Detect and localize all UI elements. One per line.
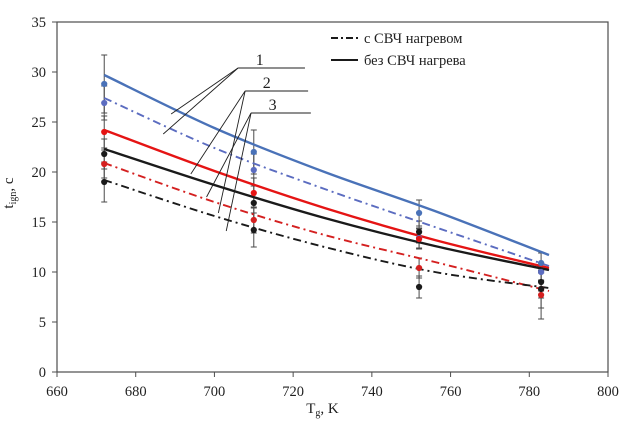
data-point-3-dashdot [250, 226, 257, 234]
data-point-3-dashdot [537, 285, 545, 293]
data-point-2-dashdot [101, 160, 108, 168]
plot-frame [56, 21, 609, 373]
data-point-3-solid [250, 199, 257, 207]
y-tick-label: 25 [32, 115, 47, 131]
annotation-leader-line [206, 112, 252, 198]
x-tick-label: 800 [597, 384, 619, 400]
annotation-leader-line [190, 90, 246, 175]
curve-1-dashdot [103, 97, 550, 267]
data-point-2-dashdot [537, 291, 545, 299]
data-point-2-dashdot [250, 216, 257, 224]
data-point-1-dashdot [101, 99, 108, 107]
y-tick-label: 15 [32, 215, 47, 231]
data-point-2-dashdot [415, 264, 423, 272]
legend-label: с СВЧ нагревом [364, 31, 462, 47]
x-tick-label: 740 [361, 384, 383, 400]
data-point-1-solid [537, 259, 545, 267]
legend: с СВЧ нагревом без СВЧ нагрева [331, 31, 466, 69]
x-tick-label: 760 [440, 384, 462, 400]
axes: 660 680 700 720 740 760 780 800 0 5 10 15 20 25 30 35 [32, 15, 619, 400]
y-axis-title: tign, c [1, 177, 19, 208]
curve-2-dashdot [103, 162, 550, 292]
legend-label: без СВЧ нагрева [364, 53, 466, 69]
data-point-1-solid [415, 209, 423, 217]
data-point-2-solid [250, 189, 257, 197]
x-tick-label: 680 [125, 384, 147, 400]
y-tick-label: 0 [39, 365, 46, 381]
y-tick-label: 30 [32, 65, 47, 81]
data-point-1-dashdot [537, 268, 545, 276]
annotation-leader-line [170, 67, 239, 115]
x-tick-label: 660 [46, 384, 68, 400]
x-tick-label: 700 [204, 384, 226, 400]
curve-2-solid [103, 128, 550, 270]
x-tick-label: 720 [282, 384, 304, 400]
data-point-3-dashdot [101, 178, 108, 186]
annotation-number: 1 [256, 52, 264, 69]
annotation-number: 2 [263, 75, 271, 92]
x-axis-title: Tg, K [306, 401, 339, 419]
y-tick-label: 20 [32, 165, 47, 181]
data-point-1-solid [250, 148, 257, 156]
annotations: 1 2 3 [162, 52, 311, 232]
error-bars [101, 54, 545, 320]
data-point-3-solid [537, 278, 545, 286]
data-point-1-solid [101, 80, 108, 88]
annotation-leader-line [162, 67, 239, 135]
curves [103, 73, 550, 292]
annotation-number: 3 [269, 97, 277, 114]
data-point-3-solid [101, 150, 108, 158]
y-tick-label: 35 [32, 15, 47, 31]
data-point-1-dashdot [250, 166, 257, 174]
data-point-2-solid [101, 128, 108, 136]
curve-3-solid [103, 147, 550, 272]
curve-1-solid [103, 73, 550, 257]
data-point-3-solid [415, 228, 423, 236]
data-point-2-solid [415, 235, 423, 243]
annotation-leader-line [225, 112, 252, 232]
y-tick-label: 10 [32, 265, 47, 281]
data-point-3-dashdot [415, 283, 423, 291]
x-tick-label: 780 [518, 384, 540, 400]
curve-3-dashdot [103, 179, 550, 289]
annotation-leader-line [217, 90, 246, 214]
data-points [101, 80, 545, 299]
y-tick-label: 5 [39, 315, 46, 331]
